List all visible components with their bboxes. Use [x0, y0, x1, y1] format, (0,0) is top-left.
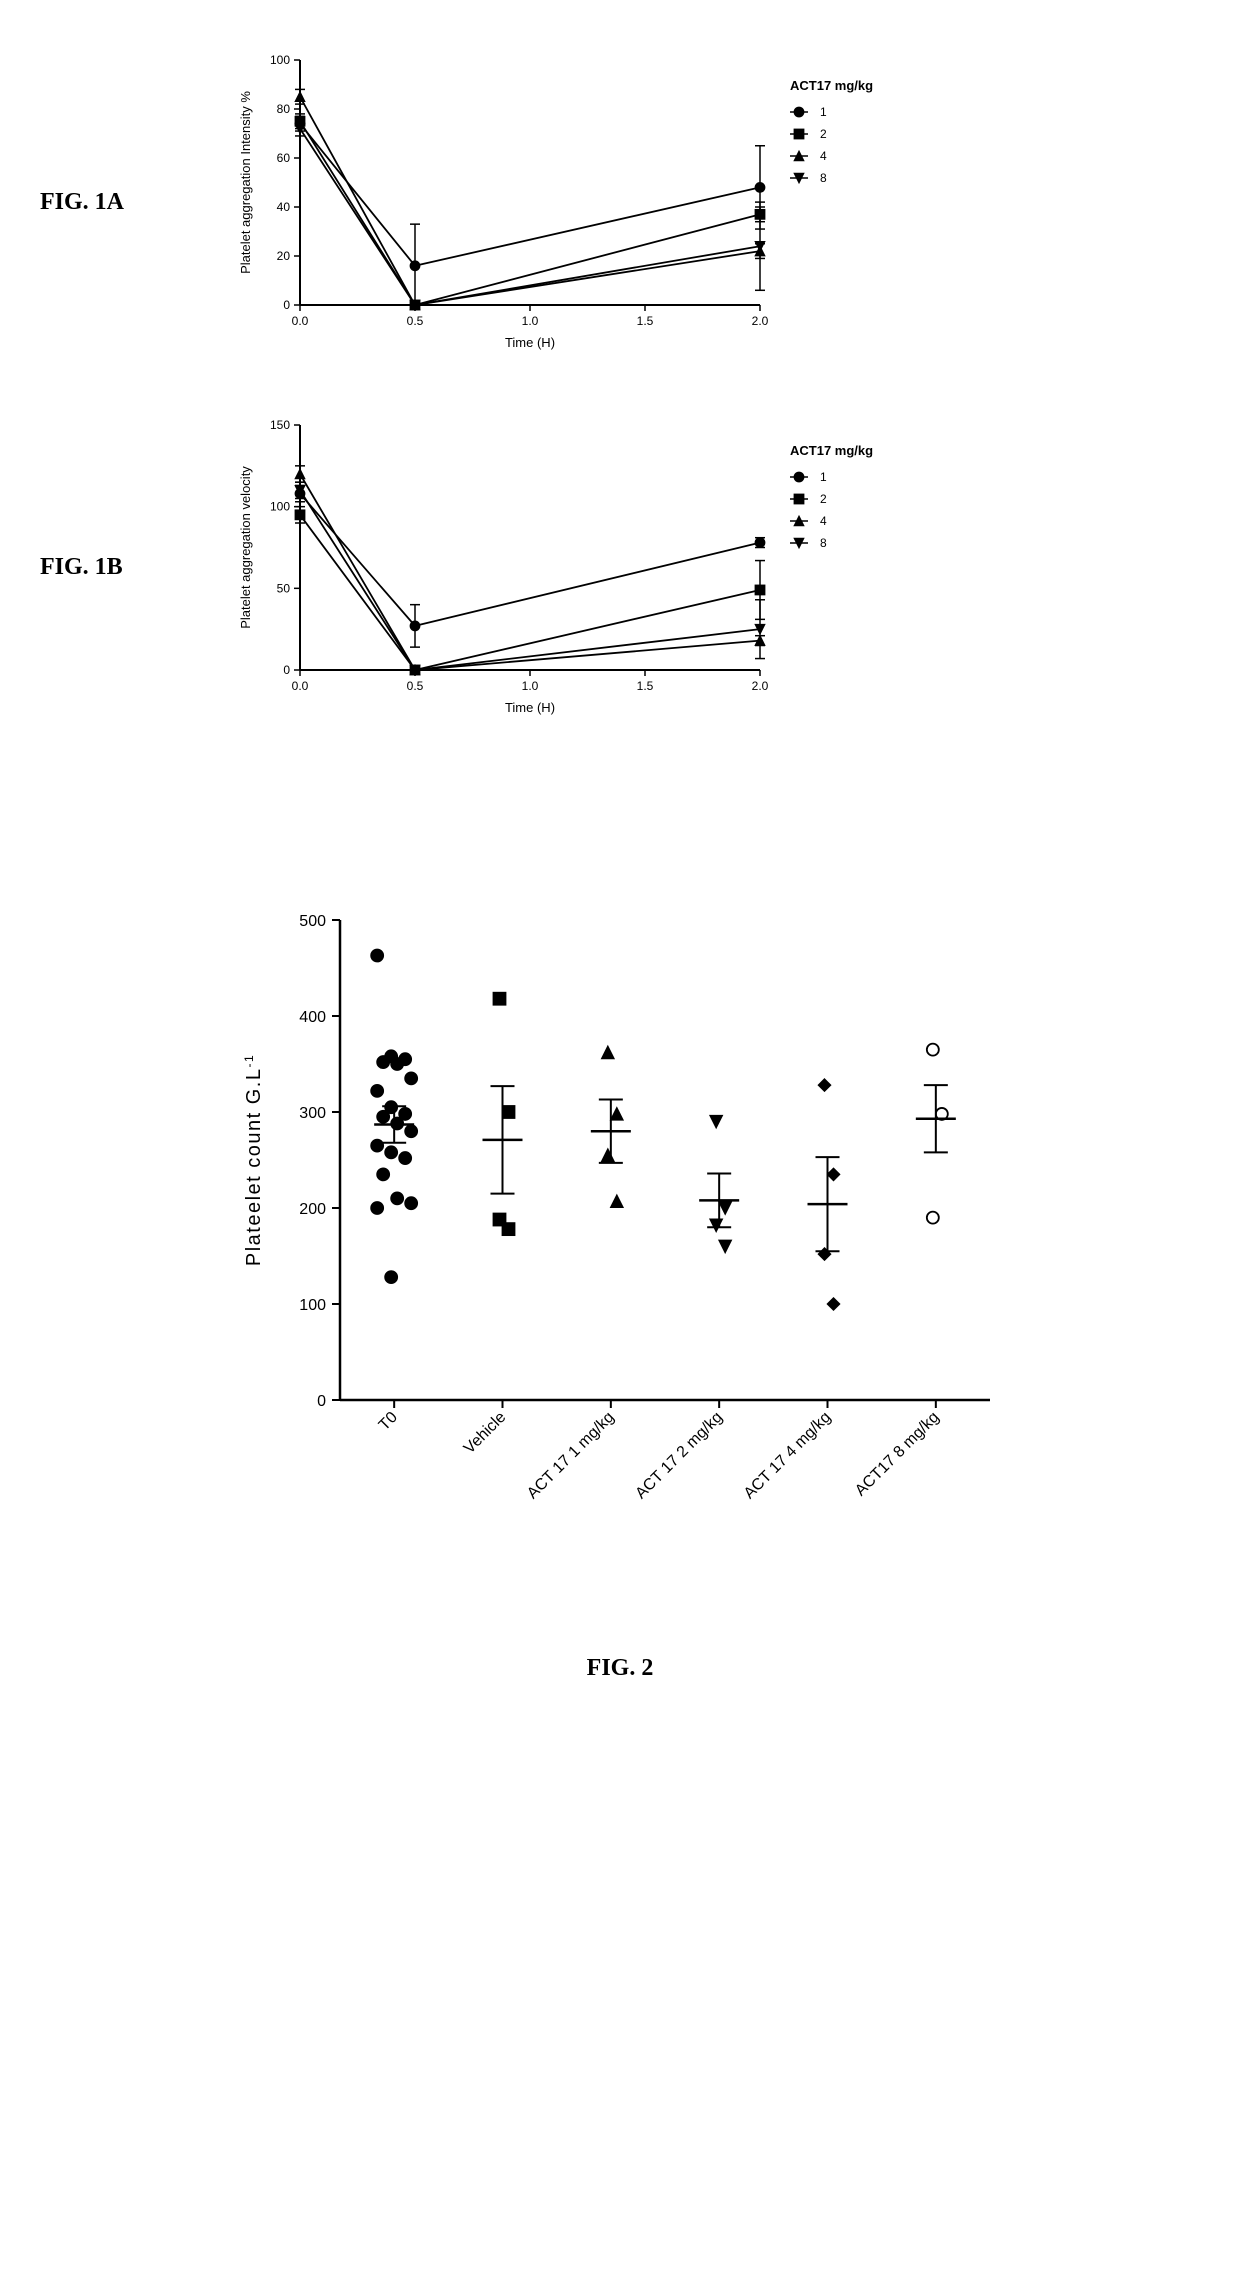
svg-text:300: 300	[299, 1105, 326, 1122]
svg-text:Vehicle: Vehicle	[461, 1409, 510, 1458]
svg-text:Time (H): Time (H)	[505, 700, 555, 715]
svg-text:1.0: 1.0	[522, 679, 539, 693]
svg-text:200: 200	[299, 1201, 326, 1218]
fig1a-row: FIG. 1A 0 20 40 60 80 100 0.0 0.5 1.0 1.5 2.0 Plate…	[40, 40, 1200, 365]
svg-text:2: 2	[820, 492, 827, 506]
svg-text:ACT 17 4 mg/kg: ACT 17 4 mg/kg	[741, 1409, 835, 1503]
svg-text:20: 20	[277, 249, 291, 263]
svg-text:50: 50	[277, 581, 291, 595]
svg-text:500: 500	[299, 913, 326, 930]
svg-text:0.5: 0.5	[407, 314, 424, 328]
svg-text:4: 4	[820, 149, 827, 163]
svg-text:1: 1	[820, 470, 827, 484]
svg-text:0: 0	[317, 1393, 326, 1410]
svg-text:400: 400	[299, 1009, 326, 1026]
svg-text:ACT 17 2 mg/kg: ACT 17 2 mg/kg	[632, 1409, 726, 1503]
svg-text:100: 100	[270, 53, 290, 67]
svg-text:2: 2	[820, 127, 827, 141]
fig1b-label: FIG. 1B	[40, 554, 220, 581]
svg-text:8: 8	[820, 536, 827, 550]
fig1b-row: FIG. 1B 0 50 100 150 0.0 0.5 1.0 1.5 2.0 Platelet…	[40, 405, 1200, 730]
svg-text:Plateelet count G.L-1: Plateelet count G.L-1	[242, 1054, 265, 1266]
fig2-caption: FIG. 2	[587, 1655, 654, 1682]
fig1a-chart: 0 20 40 60 80 100 0.0 0.5 1.0 1.5 2.0 Platelet aggr…	[220, 40, 940, 365]
svg-text:150: 150	[270, 418, 290, 432]
svg-text:0: 0	[283, 663, 290, 677]
svg-text:2.0: 2.0	[752, 679, 769, 693]
svg-text:80: 80	[277, 102, 291, 116]
svg-text:60: 60	[277, 151, 291, 165]
svg-text:4: 4	[820, 514, 827, 528]
svg-text:0: 0	[283, 298, 290, 312]
svg-text:ACT17 mg/kg: ACT17 mg/kg	[790, 443, 873, 458]
svg-text:100: 100	[270, 500, 290, 514]
svg-text:Time (H): Time (H)	[505, 335, 555, 350]
svg-text:1.0: 1.0	[522, 314, 539, 328]
svg-text:0.0: 0.0	[292, 679, 309, 693]
svg-text:2.0: 2.0	[752, 314, 769, 328]
svg-text:ACT17 mg/kg: ACT17 mg/kg	[790, 78, 873, 93]
svg-text:1.5: 1.5	[637, 314, 654, 328]
fig2-container: 0100200300400500T0VehicleACT 17 1 mg/kgA…	[40, 890, 1200, 1682]
svg-text:1: 1	[820, 105, 827, 119]
svg-text:0.5: 0.5	[407, 679, 424, 693]
svg-text:ACT 17 1 mg/kg: ACT 17 1 mg/kg	[524, 1409, 618, 1503]
svg-text:0.0: 0.0	[292, 314, 309, 328]
svg-text:40: 40	[277, 200, 291, 214]
fig1b-chart: 0 50 100 150 0.0 0.5 1.0 1.5 2.0 Platelet aggrega…	[220, 405, 940, 730]
svg-text:Platelet aggregation Intensity: Platelet aggregation Intensity %	[238, 91, 253, 274]
svg-text:ACT17 8 mg/kg: ACT17 8 mg/kg	[852, 1409, 943, 1500]
svg-text:Platelet aggregation velocity: Platelet aggregation velocity	[238, 466, 253, 629]
svg-text:8: 8	[820, 171, 827, 185]
svg-text:1.5: 1.5	[637, 679, 654, 693]
svg-text:T0: T0	[376, 1409, 401, 1434]
fig1a-label: FIG. 1A	[40, 189, 220, 216]
svg-text:100: 100	[299, 1297, 326, 1314]
fig2-chart: 0100200300400500T0VehicleACT 17 1 mg/kgA…	[220, 890, 1020, 1595]
